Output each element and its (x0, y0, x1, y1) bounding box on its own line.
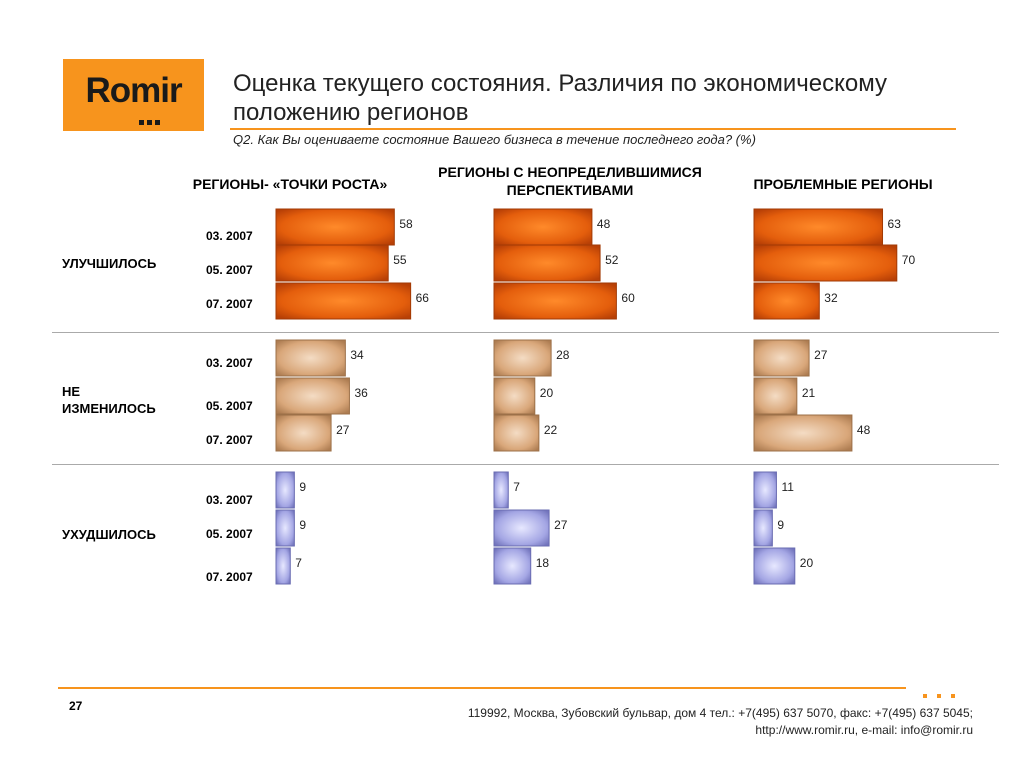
bar-worsened-panel2-2 (493, 509, 550, 547)
romir-logo: Romir (63, 59, 204, 131)
page-number: 27 (69, 699, 83, 713)
data-label: 20 (800, 556, 814, 570)
bar-worsened-panel3-1 (753, 471, 777, 509)
data-label: 9 (777, 518, 784, 532)
bar-improved-panel2-1 (493, 208, 593, 246)
bar-unchanged-panel1-1 (275, 339, 346, 377)
bar-unchanged-panel2-1 (493, 339, 552, 377)
row-label-improved: УЛУЧШИЛОСЬ (62, 256, 157, 271)
period-label: 05. 2007 (206, 399, 253, 413)
bar-improved-panel1-1 (275, 208, 395, 246)
row-separator (52, 332, 999, 333)
row-separator (52, 464, 999, 465)
data-label: 66 (416, 291, 430, 305)
data-label: 22 (544, 423, 558, 437)
logo-text: Romir (85, 71, 182, 110)
data-label: 27 (554, 518, 568, 532)
data-label: 36 (354, 386, 368, 400)
data-label: 27 (336, 423, 350, 437)
data-label: 11 (781, 480, 794, 494)
bar-unchanged-panel3-2 (753, 377, 798, 415)
bar-unchanged-panel1-3 (275, 414, 332, 452)
data-label: 52 (605, 253, 619, 267)
question-subtitle: Q2. Как Вы оцениваете состояние Вашего б… (233, 132, 756, 147)
data-label: 21 (802, 386, 816, 400)
row-label-worsened: УХУДШИЛОСЬ (62, 527, 156, 542)
bar-unchanged-panel2-2 (493, 377, 536, 415)
data-label: 7 (513, 480, 520, 494)
bar-worsened-panel2-1 (493, 471, 509, 509)
column-header-growth: РЕГИОНЫ- «ТОЧКИ РОСТА» (192, 176, 388, 192)
data-label: 58 (399, 217, 413, 231)
data-label: 7 (295, 556, 302, 570)
bar-improved-panel1-3 (275, 282, 412, 320)
bar-worsened-panel1-2 (275, 509, 295, 547)
footer-web: http://www.romir.ru, e-mail: info@romir.… (755, 723, 973, 737)
period-label: 03. 2007 (206, 356, 253, 370)
data-label: 34 (350, 348, 364, 362)
page-title: Оценка текущего состояния. Различия по э… (233, 70, 887, 126)
data-label: 63 (888, 217, 902, 231)
period-label: 07. 2007 (206, 570, 253, 584)
footer-dots (923, 685, 965, 703)
period-label: 07. 2007 (206, 433, 253, 447)
footer-divider (58, 687, 906, 689)
title-divider (230, 128, 956, 130)
bar-improved-panel3-3 (753, 282, 820, 320)
data-label: 9 (299, 518, 306, 532)
bar-worsened-panel3-3 (753, 547, 796, 585)
data-label: 32 (824, 291, 838, 305)
bar-unchanged-panel3-3 (753, 414, 853, 452)
bar-unchanged-panel2-3 (493, 414, 540, 452)
bar-worsened-panel1-3 (275, 547, 291, 585)
data-label: 27 (814, 348, 828, 362)
bar-improved-panel2-3 (493, 282, 617, 320)
column-header-problem: ПРОБЛЕМНЫЕ РЕГИОНЫ (753, 176, 933, 192)
bar-worsened-panel1-1 (275, 471, 295, 509)
column-header-undetermined: РЕГИОНЫ С НЕОПРЕДЕЛИВШИМИСЯ ПЕРСПЕКТИВАМ… (438, 164, 702, 198)
data-label: 55 (393, 253, 407, 267)
data-label: 28 (556, 348, 570, 362)
bar-improved-panel3-1 (753, 208, 884, 246)
period-label: 03. 2007 (206, 493, 253, 507)
period-label: 07. 2007 (206, 297, 253, 311)
data-label: 20 (540, 386, 554, 400)
logo-dots (139, 112, 163, 130)
data-label: 9 (299, 480, 306, 494)
data-label: 48 (597, 217, 611, 231)
bar-improved-panel2-2 (493, 244, 601, 282)
bar-improved-panel3-2 (753, 244, 898, 282)
period-label: 03. 2007 (206, 229, 253, 243)
bar-unchanged-panel3-1 (753, 339, 810, 377)
bar-worsened-panel3-2 (753, 509, 773, 547)
bar-worsened-panel2-3 (493, 547, 532, 585)
period-label: 05. 2007 (206, 263, 253, 277)
footer-address: 119992, Москва, Зубовский бульвар, дом 4… (467, 706, 973, 720)
row-label-unchanged: НЕ ИЗМЕНИЛОСЬ (62, 384, 156, 416)
data-label: 70 (902, 253, 916, 267)
data-label: 48 (857, 423, 871, 437)
period-label: 05. 2007 (206, 527, 253, 541)
data-label: 18 (536, 556, 550, 570)
bar-unchanged-panel1-2 (275, 377, 350, 415)
footer-contacts: 119992, Москва, Зубовский бульвар, дом 4… (468, 705, 973, 739)
bar-improved-panel1-2 (275, 244, 389, 282)
data-label: 60 (621, 291, 635, 305)
